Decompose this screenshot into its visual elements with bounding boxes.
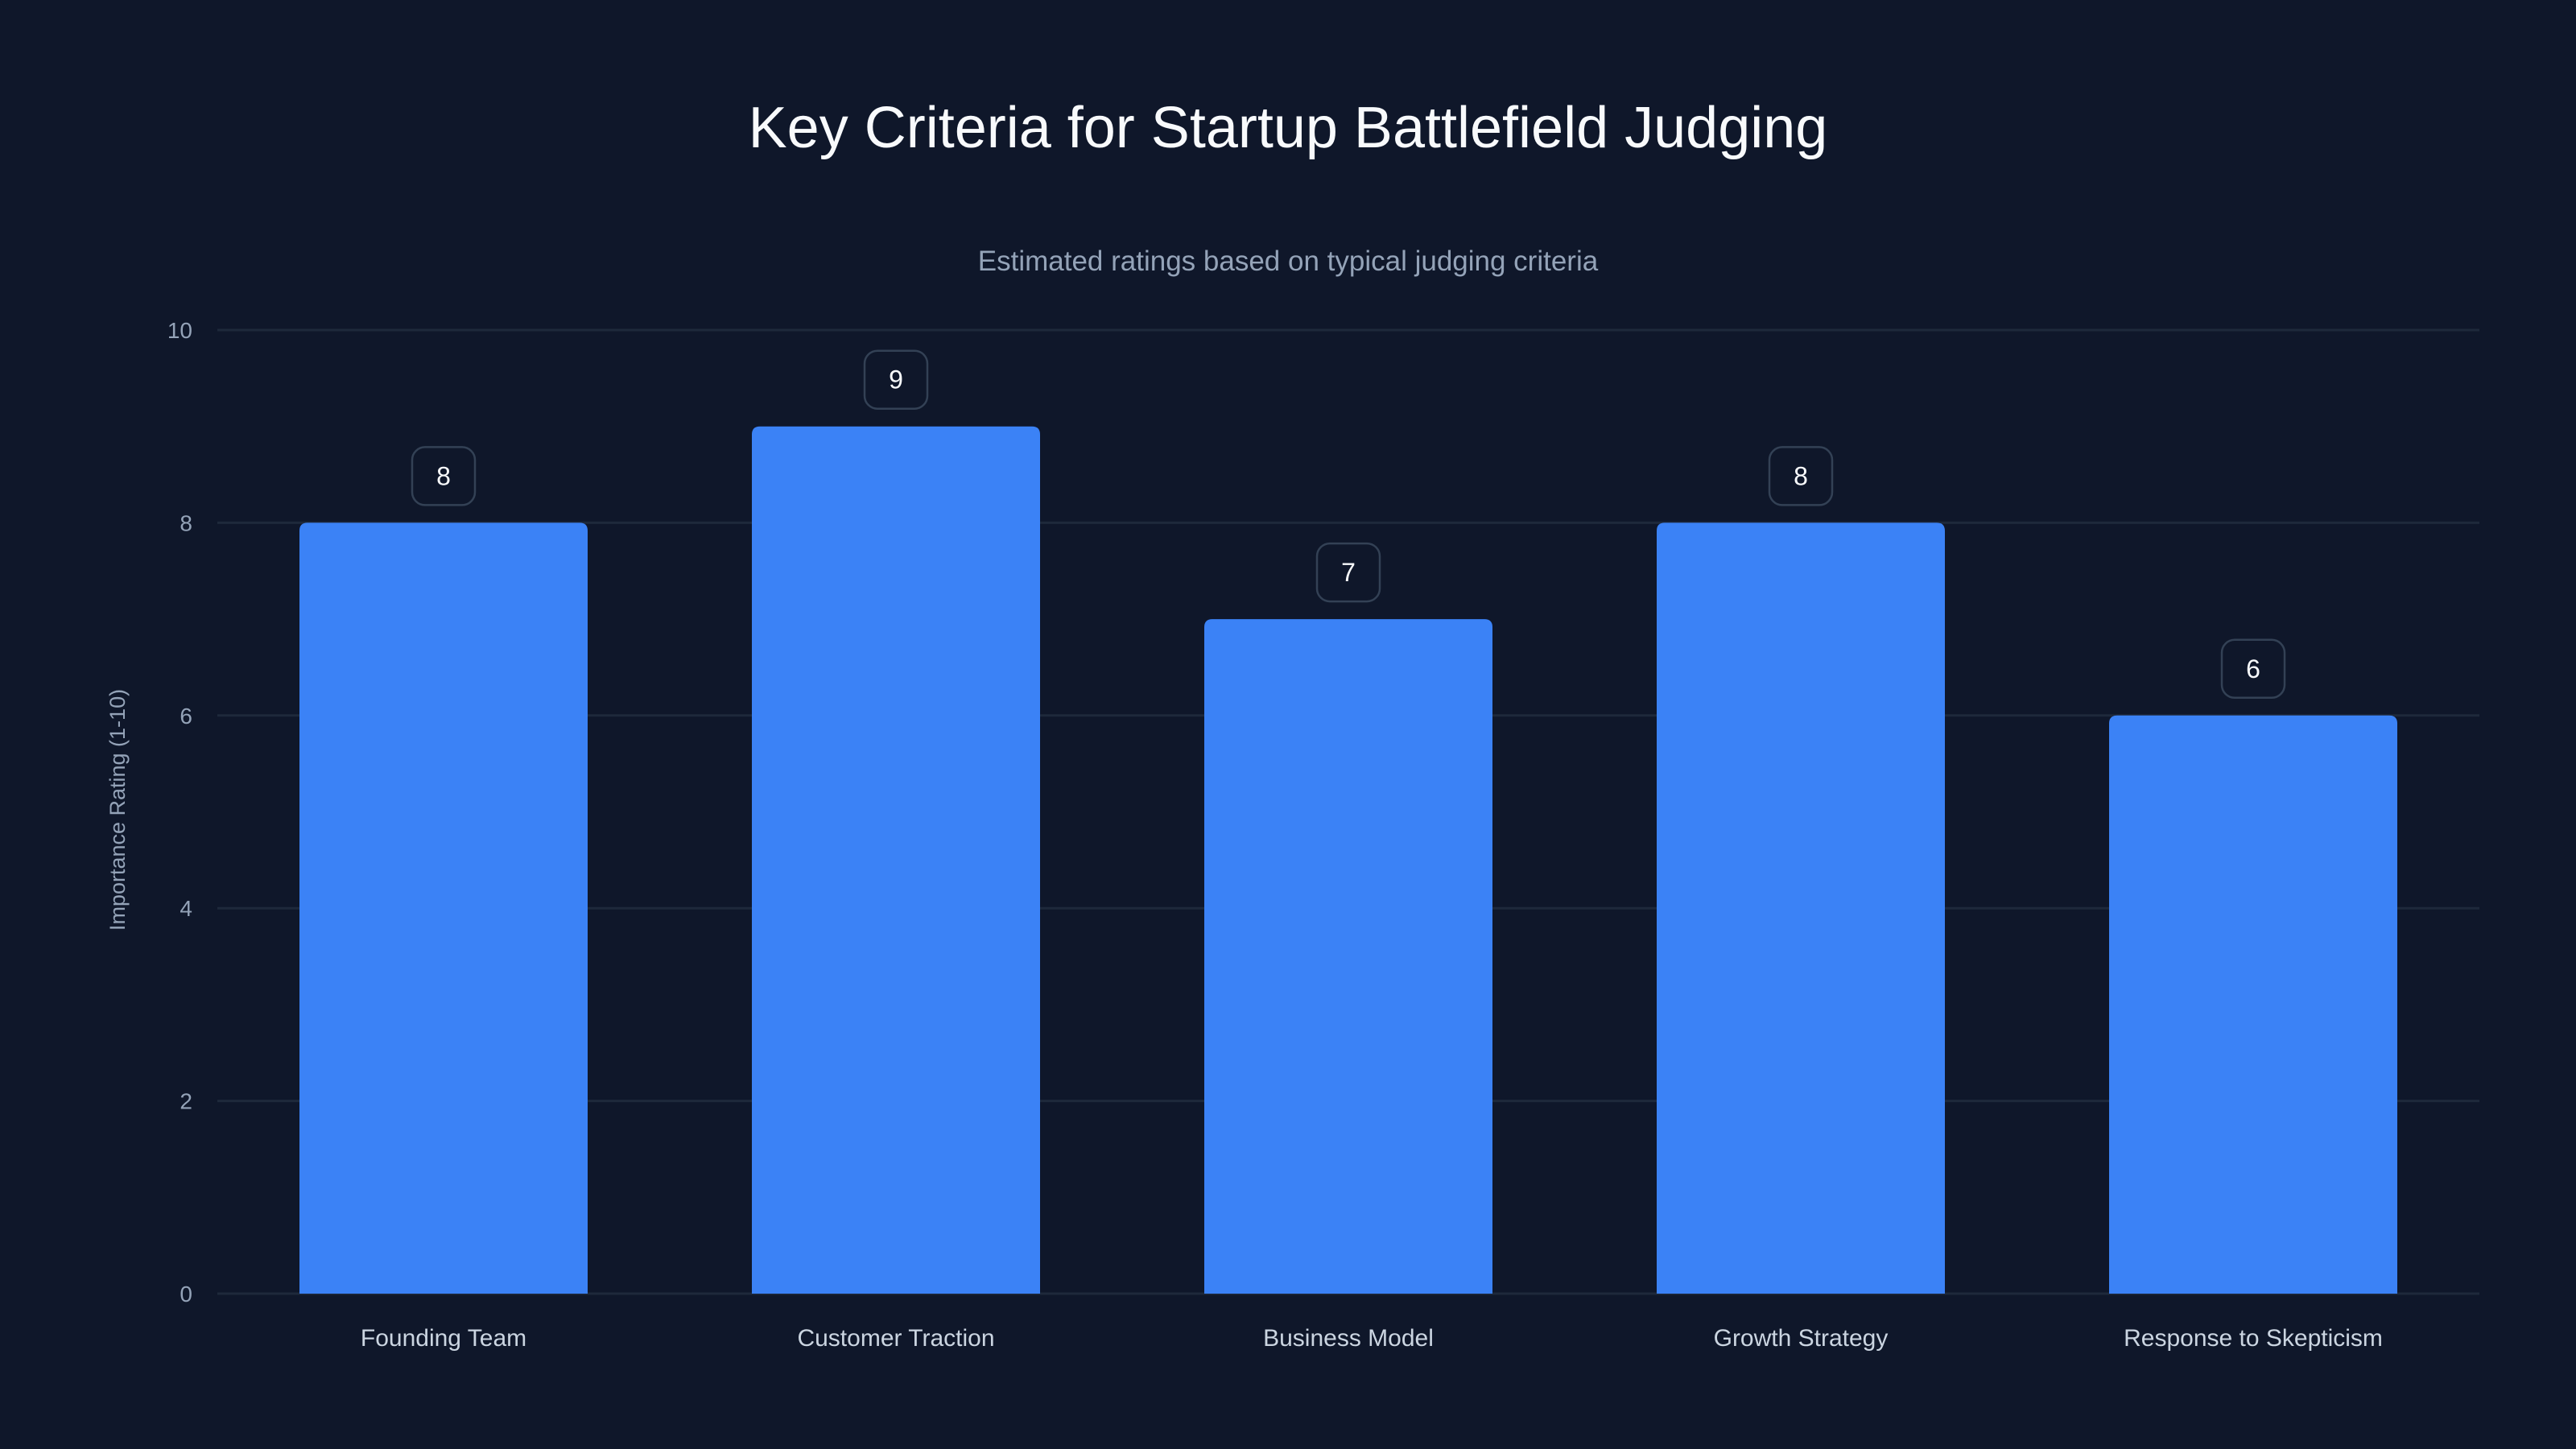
y-tick-label: 4	[180, 896, 192, 921]
bar	[2109, 715, 2397, 1294]
y-tick-label: 0	[180, 1282, 192, 1307]
y-tick-label: 6	[180, 704, 192, 729]
x-tick-label: Business Model	[1263, 1325, 1434, 1352]
bar	[1657, 522, 1945, 1294]
x-tick-label: Response to Skepticism	[2124, 1325, 2383, 1352]
data-label-box	[2220, 638, 2286, 700]
x-tick-label: Growth Strategy	[1714, 1325, 1889, 1352]
chart-subtitle: Estimated ratings based on typical judgi…	[977, 246, 1599, 277]
data-label: 6	[2246, 654, 2260, 683]
data-label-box	[1315, 542, 1381, 603]
data-label: 8	[1794, 461, 1808, 490]
y-tick-label: 8	[180, 510, 192, 535]
y-tick-label: 2	[180, 1089, 192, 1114]
data-label-box	[411, 446, 477, 506]
data-label: 8	[436, 461, 451, 490]
data-label-box	[1768, 446, 1834, 506]
bar	[1204, 619, 1492, 1294]
chart-title: Key Criteria for Startup Battlefield Jud…	[748, 96, 1828, 160]
y-tick-label: 10	[167, 318, 192, 343]
bar	[299, 522, 588, 1294]
bar	[752, 426, 1040, 1294]
x-tick-label: Founding Team	[361, 1325, 526, 1352]
data-label-box	[863, 349, 929, 410]
data-label: 9	[889, 365, 903, 394]
x-tick-label: Customer Traction	[797, 1325, 994, 1352]
data-label: 7	[1341, 558, 1356, 587]
y-axis-title: Importance Rating (1-10)	[105, 689, 130, 931]
